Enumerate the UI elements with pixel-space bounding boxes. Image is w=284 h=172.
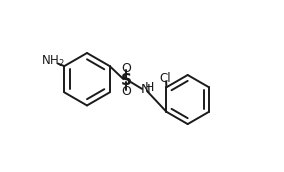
Text: N: N — [141, 83, 150, 96]
Text: O: O — [121, 62, 131, 75]
Text: O: O — [121, 85, 131, 98]
Text: Cl: Cl — [160, 72, 172, 85]
Text: H: H — [145, 81, 154, 94]
Text: S: S — [120, 73, 131, 88]
Text: NH$_2$: NH$_2$ — [41, 54, 64, 69]
